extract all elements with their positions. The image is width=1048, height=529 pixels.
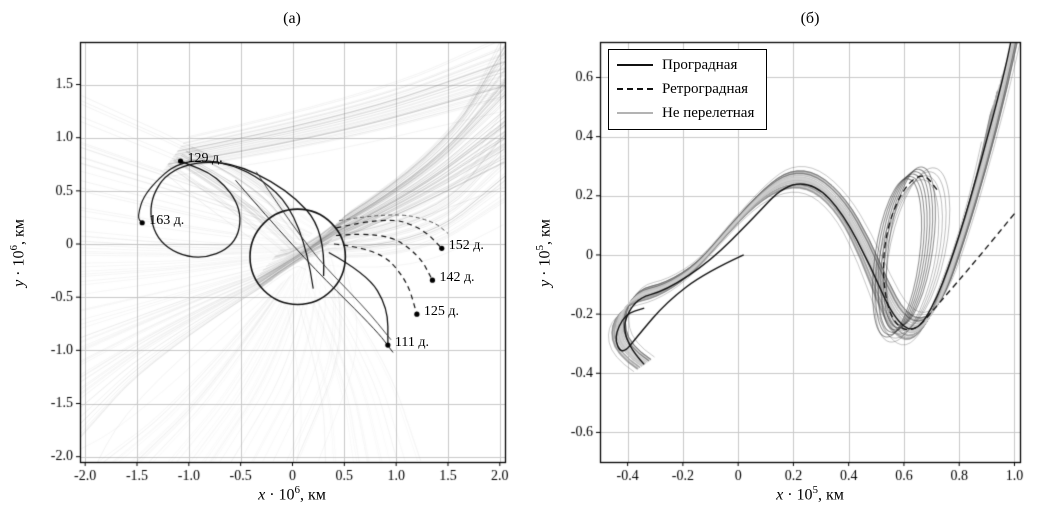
- y-axis-variable: y: [10, 279, 28, 287]
- legend-line-sample: [617, 64, 653, 66]
- legend-item: Не перелетная: [617, 103, 754, 123]
- legend-label: Ретроградная: [662, 80, 749, 97]
- y-axis-unit: , км: [536, 219, 554, 245]
- legend-label: Проградная: [662, 56, 738, 73]
- trajectory-duration-label: 152 д.: [448, 238, 484, 254]
- panel-a-title: (а): [283, 10, 301, 27]
- legend-label: Не перелетная: [662, 104, 755, 121]
- panel-b-x-axis-label: x · 105, км: [700, 484, 920, 504]
- x-axis-variable: x: [258, 486, 266, 504]
- trajectory-duration-label: 111 д.: [394, 335, 429, 351]
- trajectory-duration-label: 163 д.: [149, 212, 185, 228]
- panel-a-x-axis-label: x · 106, км: [182, 484, 402, 504]
- trajectory-duration-label: 129 д.: [187, 151, 223, 167]
- y-axis-exponent: 6: [8, 244, 20, 251]
- legend-item: Ретроградная: [617, 79, 754, 99]
- legend-line-sample: [617, 88, 653, 90]
- legend-item: Проградная: [617, 55, 754, 75]
- y-axis-base: · 10: [536, 250, 554, 280]
- x-axis-unit: , км: [300, 486, 326, 504]
- panel-b-plot-canvas: [524, 0, 1048, 529]
- y-axis-unit: , км: [10, 219, 28, 245]
- legend: Проградная Ретроградная Не перелетная: [608, 49, 768, 130]
- y-axis-base: · 10: [10, 250, 28, 280]
- trajectory-duration-label: 142 д.: [439, 270, 475, 286]
- x-axis-base: · 10: [783, 486, 813, 504]
- panel-b-y-axis-label: y · 105, км: [534, 153, 554, 353]
- y-axis-variable: y: [536, 279, 554, 287]
- legend-line-sample: [617, 112, 653, 114]
- panel-b-title: (б): [800, 10, 820, 27]
- x-axis-base: · 10: [265, 486, 295, 504]
- x-axis-unit: , км: [818, 486, 844, 504]
- x-axis-exponent: 5: [812, 484, 819, 496]
- x-axis-exponent: 6: [294, 484, 301, 496]
- y-axis-exponent: 5: [534, 244, 546, 251]
- panel-a-y-axis-label: y · 106, км: [8, 153, 28, 353]
- panel-a-plot-canvas: [0, 0, 524, 529]
- x-axis-variable: x: [776, 486, 784, 504]
- trajectory-duration-label: 125 д.: [423, 304, 459, 320]
